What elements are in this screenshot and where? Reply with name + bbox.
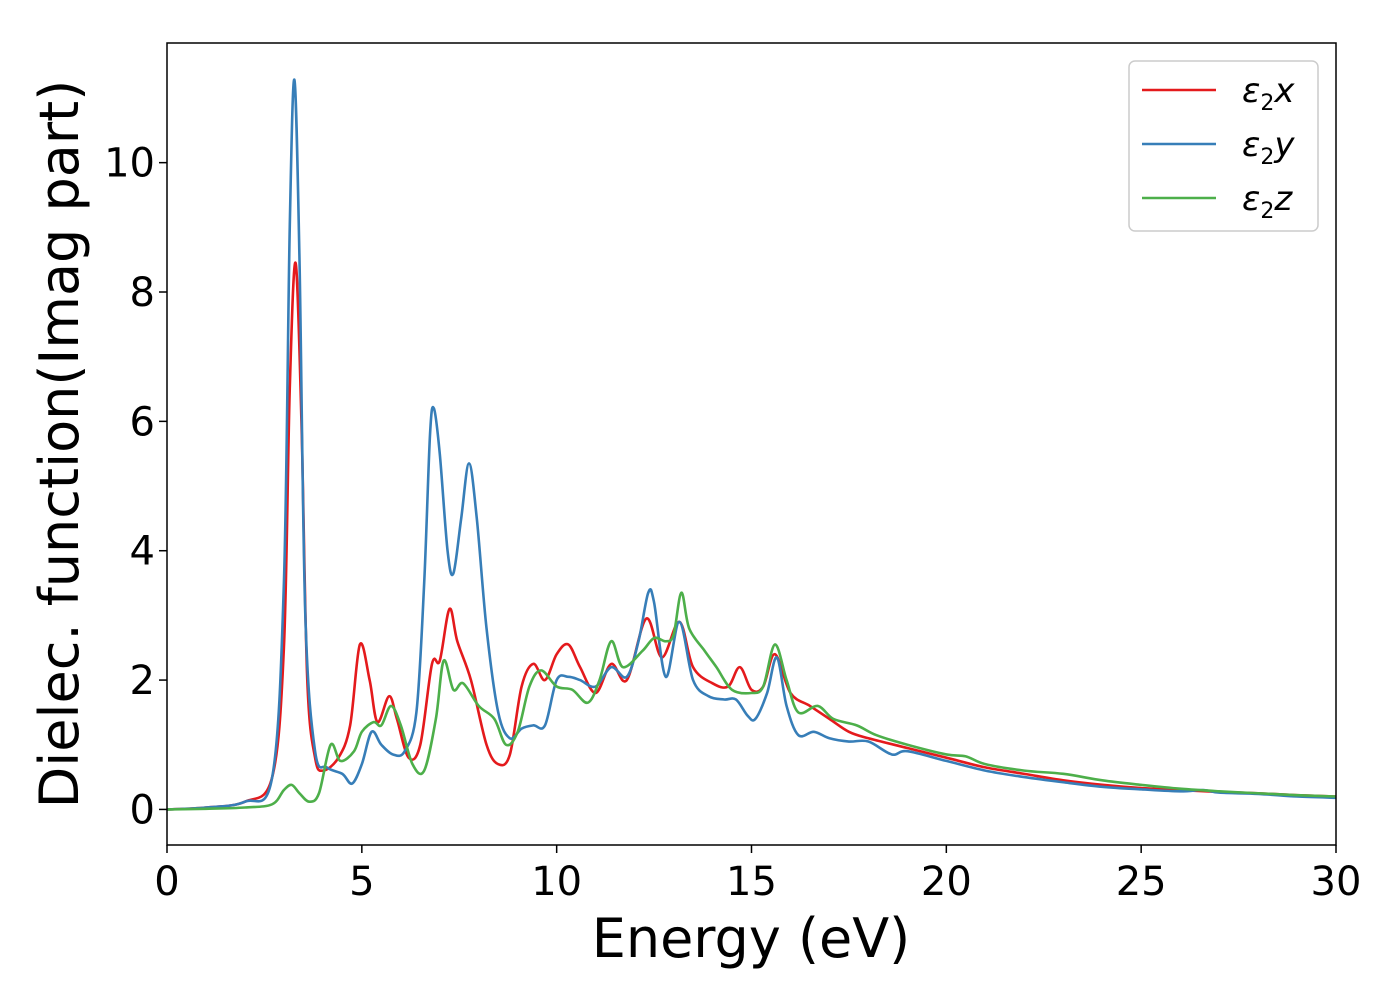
legend-label-2: ε2y — [1242, 125, 1295, 170]
x-tick-label: 10 — [531, 859, 582, 905]
y-tick-label: 6 — [130, 399, 155, 445]
x-axis-ticks: 0 5 10 15 20 25 30 — [154, 845, 1361, 905]
y-axis-label: Dielec. function(Imag part) — [28, 80, 91, 809]
legend-label-3: ε2z — [1242, 179, 1293, 224]
series-line-2 — [167, 78, 1336, 811]
y-tick-label: 8 — [130, 270, 155, 316]
series-layer — [167, 78, 1336, 811]
x-tick-label: 25 — [1116, 859, 1167, 905]
series-line-3 — [167, 591, 1336, 811]
y-tick-label: 4 — [130, 529, 155, 575]
y-tick-label: 0 — [130, 787, 155, 833]
x-tick-label: 30 — [1311, 859, 1362, 905]
x-tick-label: 15 — [726, 859, 777, 905]
y-axis-ticks: 0 2 4 6 8 10 — [104, 141, 167, 833]
x-tick-label: 0 — [154, 859, 179, 905]
x-tick-label: 5 — [349, 859, 374, 905]
legend: ε2x ε2y ε2z — [1128, 60, 1319, 232]
y-tick-label: 10 — [104, 141, 155, 187]
series-line-1 — [167, 261, 1336, 811]
legend-label-1: ε2x — [1242, 71, 1295, 116]
legend-frame — [1128, 60, 1319, 232]
x-tick-label: 20 — [921, 859, 972, 905]
x-axis-label: Energy (eV) — [592, 907, 911, 970]
y-tick-label: 2 — [130, 658, 155, 704]
